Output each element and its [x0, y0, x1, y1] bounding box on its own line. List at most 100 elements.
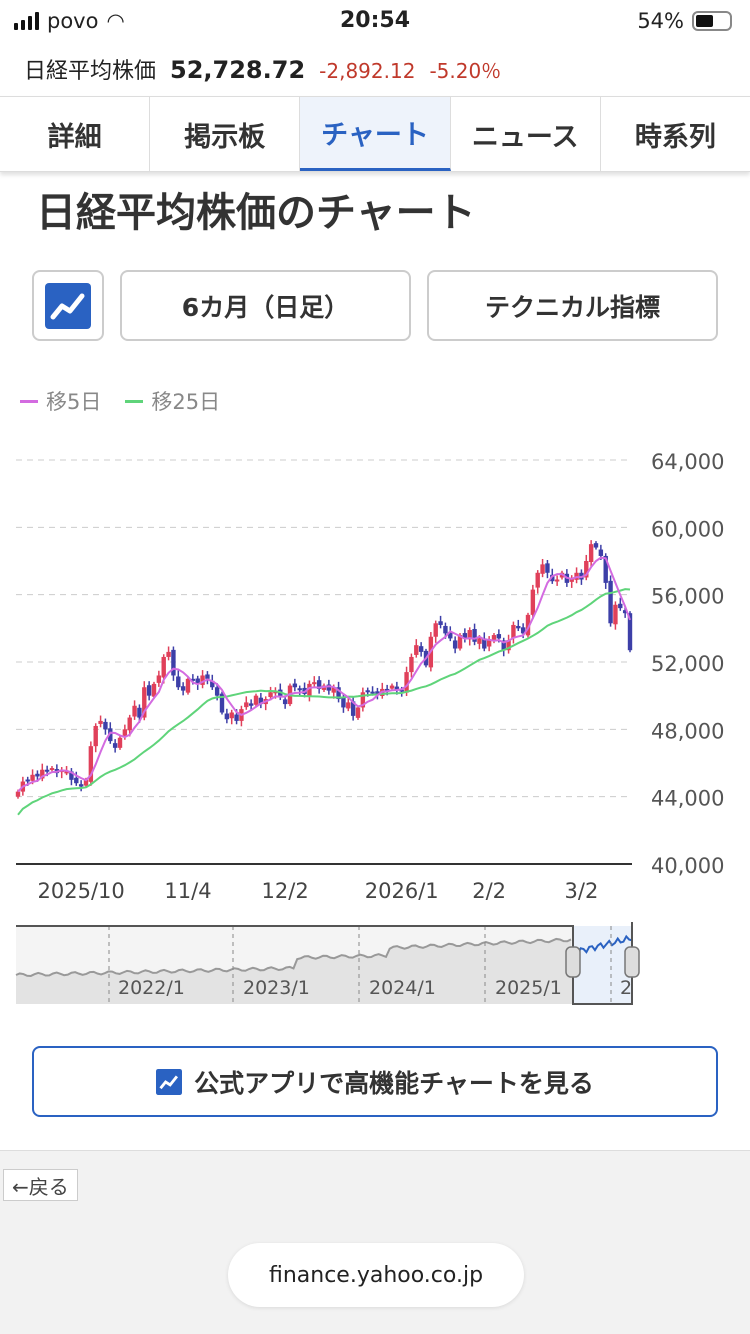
- candle-body: [350, 701, 356, 716]
- candle-body: [516, 625, 521, 629]
- candle-body: [180, 686, 186, 691]
- ticker-summary: 日経平均株価 52,728.72 -2,892.12 -5.20％: [24, 53, 501, 85]
- candle-body: [15, 791, 21, 797]
- candle-body: [166, 651, 171, 657]
- candle-body: [78, 784, 84, 787]
- candle-body: [69, 771, 74, 780]
- candle-body: [195, 678, 200, 684]
- candle-body: [307, 683, 312, 697]
- candle-body: [83, 779, 89, 786]
- candle-body: [394, 686, 400, 691]
- tab-board[interactable]: 掲示板: [150, 97, 301, 171]
- candle-body: [598, 549, 604, 556]
- y-tick-label: 52,000: [651, 652, 724, 676]
- candle-body: [443, 625, 448, 634]
- candle-body: [98, 720, 103, 724]
- page-title: 日経平均株価のチャート: [36, 190, 476, 236]
- ticker-change-pct: -5.20％: [429, 59, 502, 83]
- candle-body: [30, 774, 35, 781]
- candle-body: [399, 689, 404, 692]
- candle-body: [457, 635, 463, 649]
- candle-body: [49, 768, 55, 771]
- range-navigator[interactable]: 2022/1 2023/1 2024/1 2025/1 2: [15, 922, 640, 1005]
- candle-body: [482, 638, 487, 649]
- candle-body: [346, 702, 351, 709]
- candle-body: [472, 629, 477, 642]
- ticker-price: 52,728.72: [170, 56, 306, 84]
- navigator-label: 2024/1: [369, 977, 436, 999]
- candle-body: [156, 675, 162, 683]
- battery-icon: [692, 11, 732, 31]
- ticker-change: -2,892.12: [319, 59, 416, 83]
- x-tick-label: 2/2: [472, 879, 506, 903]
- candle-body: [550, 574, 555, 582]
- candle-body: [370, 691, 375, 694]
- candle-body: [486, 640, 492, 647]
- technical-indicator-button[interactable]: テクニカル指標: [427, 270, 718, 341]
- candle-body: [161, 656, 166, 678]
- candle-body: [593, 543, 599, 548]
- legend-ma25: 移25日: [125, 386, 220, 416]
- candle-body: [467, 630, 472, 640]
- candle-body: [588, 544, 594, 563]
- candle-body: [74, 777, 79, 784]
- candle-body: [409, 656, 414, 673]
- candle-body: [511, 624, 516, 639]
- line-chart-icon: [156, 1068, 183, 1095]
- candle-body: [176, 676, 181, 688]
- candle-body: [462, 633, 468, 639]
- candle-body: [341, 697, 346, 708]
- candle-body: [214, 687, 220, 696]
- candle-body: [219, 693, 225, 713]
- navigator-handle[interactable]: [624, 946, 640, 978]
- candle-body: [433, 623, 438, 637]
- candlestick-chart[interactable]: 64,000 60,000 56,000 52,000 48,000 44,000 40,0…: [0, 430, 750, 1020]
- tab-bar: 詳細 掲示板 チャート ニュース 時系列: [0, 96, 750, 172]
- candle-body: [151, 683, 157, 697]
- navigator-label: 2023/1: [243, 977, 310, 999]
- candle-body: [326, 684, 332, 691]
- back-button[interactable]: ←戻る: [3, 1169, 78, 1201]
- candle-body: [613, 604, 618, 625]
- candle-body: [205, 674, 210, 679]
- candle-body: [375, 691, 380, 694]
- candle-body: [210, 680, 215, 688]
- chart-type-button[interactable]: [32, 270, 104, 341]
- candle-body: [268, 692, 273, 698]
- candle-body: [25, 779, 30, 782]
- candle-body: [146, 685, 152, 696]
- candle-body: [40, 769, 45, 779]
- x-tick-label: 12/2: [262, 879, 309, 903]
- tab-chart[interactable]: チャート: [300, 97, 451, 171]
- period-select[interactable]: 6カ月（日足）: [120, 270, 411, 341]
- candle-body: [535, 572, 540, 588]
- candle-body: [108, 728, 113, 742]
- candle-body: [103, 721, 108, 730]
- url-pill[interactable]: finance.yahoo.co.jp: [228, 1243, 524, 1307]
- candle-body: [452, 640, 458, 649]
- navigator-handle[interactable]: [565, 946, 581, 978]
- clock: 20:54: [339, 8, 411, 33]
- tab-details[interactable]: 詳細: [0, 97, 151, 171]
- tab-history[interactable]: 時系列: [634, 121, 716, 153]
- candle-body: [477, 638, 482, 644]
- candle-body: [316, 680, 322, 689]
- navigator-selected-line: [574, 934, 633, 956]
- candle-body: [418, 646, 424, 652]
- candle-body: [258, 697, 264, 705]
- ma5-line: [17, 556, 631, 793]
- candle-body: [540, 564, 545, 574]
- legend-ma5: 移5日: [20, 386, 101, 416]
- x-tick-label: 2025/10: [38, 879, 125, 903]
- navigator-label: 2025/1: [495, 977, 562, 999]
- candle-body: [530, 589, 536, 615]
- navigator-selection: [573, 926, 632, 1004]
- candle-body: [117, 737, 123, 748]
- chart-legend: 移5日 移25日: [20, 386, 220, 416]
- open-app-button[interactable]: 公式アプリで高機能チャートを見る: [32, 1046, 718, 1117]
- tab-news[interactable]: ニュース: [451, 97, 601, 171]
- candle-body: [331, 687, 336, 693]
- candle-body: [365, 690, 370, 693]
- candle-body: [224, 713, 230, 720]
- candle-body: [438, 621, 443, 625]
